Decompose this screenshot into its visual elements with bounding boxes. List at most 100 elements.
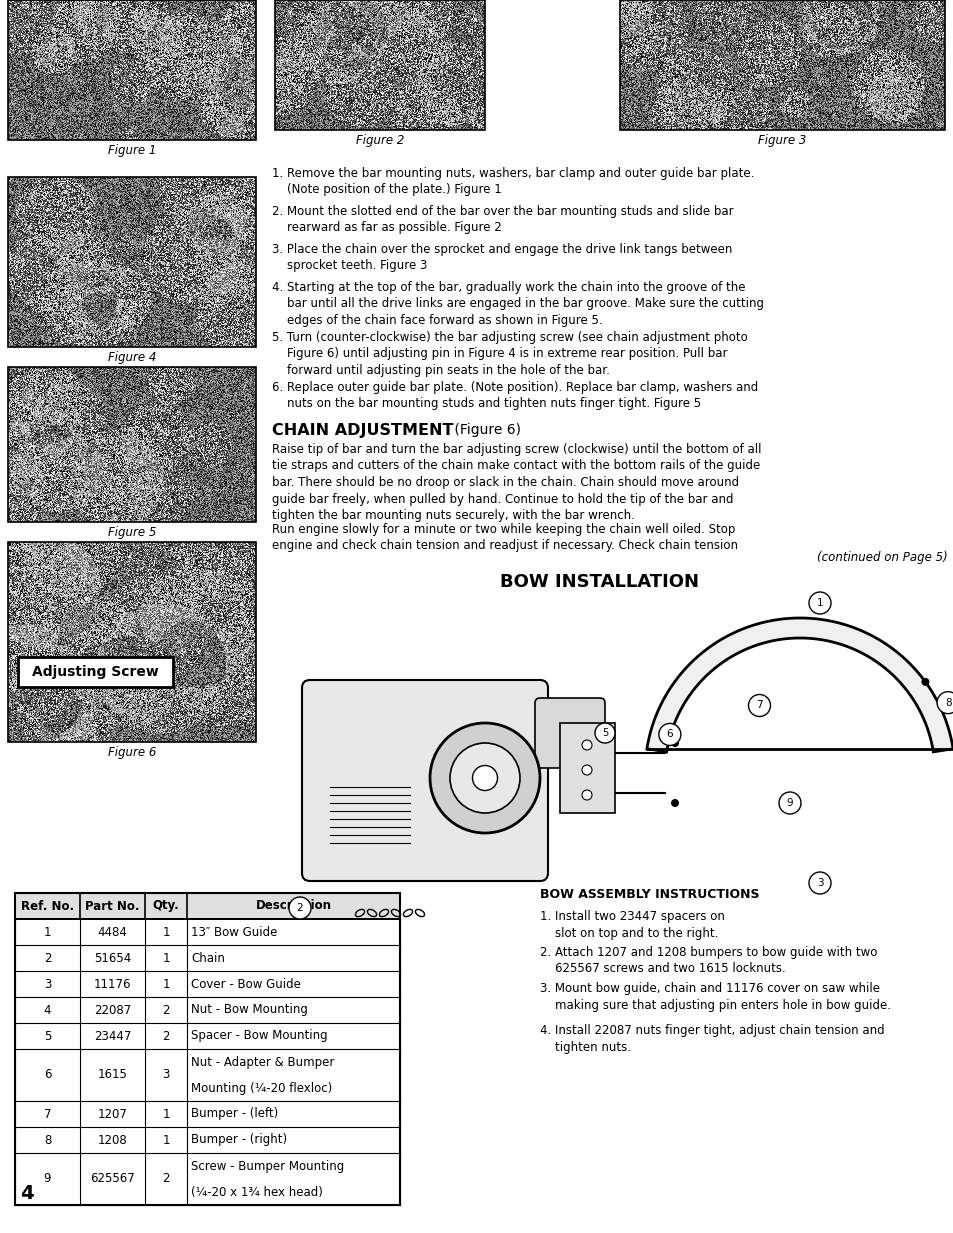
Text: Bumper - (right): Bumper - (right)	[191, 1133, 287, 1147]
Bar	[15, 1153, 399, 1205]
Circle shape	[779, 792, 801, 814]
Bar	[619, 0, 944, 129]
Text: 1. Remove the bar mounting nuts, washers, bar clamp and outer guide bar plate.
 : 1. Remove the bar mounting nuts, washers…	[272, 166, 754, 196]
Bar	[15, 919, 399, 944]
Circle shape	[659, 724, 680, 746]
Text: 4: 4	[44, 1004, 51, 1016]
Text: 9: 9	[44, 1173, 51, 1185]
Text: Figure 3: Figure 3	[758, 134, 806, 147]
Ellipse shape	[581, 790, 592, 800]
Text: 2. Mount the slotted end of the bar over the bar mounting studs and slide bar
  : 2. Mount the slotted end of the bar over…	[272, 205, 733, 234]
Text: 5. Turn (counter-clockwise) the bar adjusting screw (see chain adjustment photo
: 5. Turn (counter-clockwise) the bar adju…	[272, 330, 747, 377]
Text: 2: 2	[162, 1030, 170, 1042]
Ellipse shape	[430, 723, 539, 834]
Text: CHAIN ADJUSTMENT: CHAIN ADJUSTMENT	[272, 423, 453, 438]
Text: 3. Mount bow guide, chain and 11176 cover on saw while
    making sure that adju: 3. Mount bow guide, chain and 11176 cove…	[539, 981, 890, 1011]
Text: 1615: 1615	[97, 1069, 128, 1081]
Bar	[15, 1023, 399, 1049]
Text: 1: 1	[162, 1107, 170, 1121]
Text: 1: 1	[44, 926, 51, 938]
Bar	[559, 723, 615, 813]
Text: 7: 7	[44, 1107, 51, 1121]
Ellipse shape	[450, 743, 519, 813]
Text: Figure 2: Figure 2	[355, 134, 404, 147]
Text: 3: 3	[816, 878, 822, 888]
Text: 9: 9	[786, 798, 793, 808]
Text: 4. Starting at the top of the bar, gradually work the chain into the groove of t: 4. Starting at the top of the bar, gradu…	[272, 281, 763, 327]
Text: 2. Attach 1207 and 1208 bumpers to bow guide with two
    625567 screws and two : 2. Attach 1207 and 1208 bumpers to bow g…	[539, 946, 877, 975]
Circle shape	[595, 723, 615, 743]
Bar	[15, 893, 399, 1205]
Circle shape	[289, 896, 311, 919]
Text: 23447: 23447	[93, 1030, 132, 1042]
Text: 1: 1	[162, 978, 170, 990]
Bar	[8, 178, 255, 346]
Text: Chain: Chain	[191, 952, 225, 964]
Text: Ref. No.: Ref. No.	[21, 900, 74, 912]
Bar	[15, 1101, 399, 1127]
Text: 1208: 1208	[97, 1133, 128, 1147]
Bar	[8, 367, 255, 522]
Bar	[15, 1049, 399, 1101]
Text: Mounting (¼-20 flexloc): Mounting (¼-20 flexloc)	[191, 1083, 332, 1095]
Text: Nut - Bow Mounting: Nut - Bow Mounting	[191, 1004, 308, 1016]
Text: Qty.: Qty.	[152, 900, 179, 912]
Polygon shape	[646, 618, 952, 752]
Text: 2: 2	[162, 1173, 170, 1185]
Text: 6. Replace outer guide bar plate. (Note position). Replace bar clamp, washers an: 6. Replace outer guide bar plate. (Note …	[272, 381, 758, 411]
Text: (¼-20 x 1¾ hex head): (¼-20 x 1¾ hex head)	[191, 1186, 322, 1198]
Bar	[8, 0, 255, 141]
Text: 1207: 1207	[97, 1107, 128, 1121]
Circle shape	[670, 799, 679, 808]
Text: BOW ASSEMBLY INSTRUCTIONS: BOW ASSEMBLY INSTRUCTIONS	[539, 888, 759, 901]
Ellipse shape	[581, 740, 592, 750]
Text: (continued on Page 5): (continued on Page 5)	[817, 551, 947, 563]
Text: 1. Install two 23447 spacers on
    slot on top and to the right.: 1. Install two 23447 spacers on slot on …	[539, 910, 724, 940]
Text: 625567: 625567	[90, 1173, 134, 1185]
Text: Run engine slowly for a minute or two while keeping the chain well oiled. Stop
e: Run engine slowly for a minute or two wh…	[272, 523, 738, 552]
Text: Figure 1: Figure 1	[108, 144, 156, 157]
Circle shape	[748, 694, 770, 716]
Text: 11176: 11176	[93, 978, 132, 990]
Bar	[8, 543, 255, 742]
Bar	[274, 0, 484, 129]
Text: 3: 3	[44, 978, 51, 990]
Text: 1: 1	[162, 1133, 170, 1147]
Bar	[15, 997, 399, 1023]
Text: 2: 2	[162, 1004, 170, 1016]
Bar	[18, 657, 172, 687]
Circle shape	[921, 678, 928, 686]
Circle shape	[808, 872, 830, 894]
Circle shape	[936, 692, 953, 714]
Text: 5: 5	[601, 727, 607, 739]
Text: Figure 4: Figure 4	[108, 351, 156, 364]
Text: 3: 3	[162, 1069, 170, 1081]
Text: 13″ Bow Guide: 13″ Bow Guide	[191, 926, 277, 938]
Text: BOW INSTALLATION: BOW INSTALLATION	[500, 573, 699, 591]
Text: 6: 6	[666, 730, 673, 740]
Text: (Figure 6): (Figure 6)	[450, 423, 520, 436]
FancyBboxPatch shape	[535, 698, 604, 768]
Ellipse shape	[581, 764, 592, 776]
Text: 51654: 51654	[93, 952, 131, 964]
Text: Figure 6: Figure 6	[108, 746, 156, 760]
Text: 4484: 4484	[97, 926, 128, 938]
Text: Part No.: Part No.	[85, 900, 139, 912]
Text: Raise tip of bar and turn the bar adjusting screw (clockwise) until the bottom o: Raise tip of bar and turn the bar adjust…	[272, 443, 760, 522]
Text: 8: 8	[44, 1133, 51, 1147]
Text: Figure 5: Figure 5	[108, 526, 156, 539]
Text: Cover - Bow Guide: Cover - Bow Guide	[191, 978, 300, 990]
Text: Screw - Bumper Mounting: Screw - Bumper Mounting	[191, 1160, 344, 1173]
Text: Adjusting Screw: Adjusting Screw	[32, 665, 159, 679]
Text: 4. Install 22087 nuts finger tight, adjust chain tension and
    tighten nuts.: 4. Install 22087 nuts finger tight, adju…	[539, 1023, 883, 1053]
Text: 2: 2	[44, 952, 51, 964]
Text: 1: 1	[162, 926, 170, 938]
Text: 6: 6	[44, 1069, 51, 1081]
Bar	[15, 944, 399, 972]
Text: 1: 1	[816, 598, 822, 608]
Circle shape	[670, 739, 679, 747]
Text: 22087: 22087	[93, 1004, 131, 1016]
Bar	[15, 972, 399, 997]
Text: 3. Place the chain over the sprocket and engage the drive link tangs between
   : 3. Place the chain over the sprocket and…	[272, 243, 732, 272]
Text: Description: Description	[255, 900, 331, 912]
